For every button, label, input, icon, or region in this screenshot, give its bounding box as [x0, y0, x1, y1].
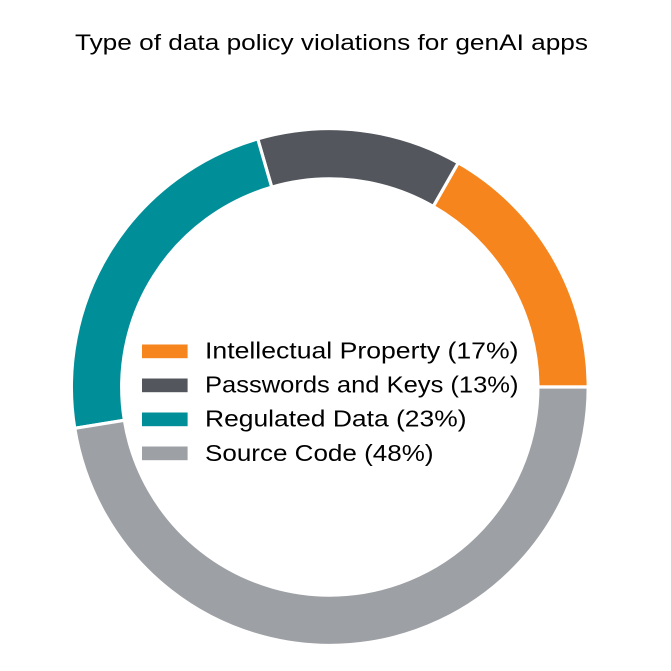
svg-text:Regulated Data (23%): Regulated Data (23%) — [205, 406, 467, 432]
svg-text:Type of data policy violations: Type of data policy violations for genAI… — [75, 30, 588, 55]
svg-text:Intellectual Property (17%): Intellectual Property (17%) — [205, 338, 519, 364]
svg-text:Source Code (48%): Source Code (48%) — [205, 440, 434, 466]
svg-text:Passwords and Keys (13%): Passwords and Keys (13%) — [205, 372, 519, 398]
